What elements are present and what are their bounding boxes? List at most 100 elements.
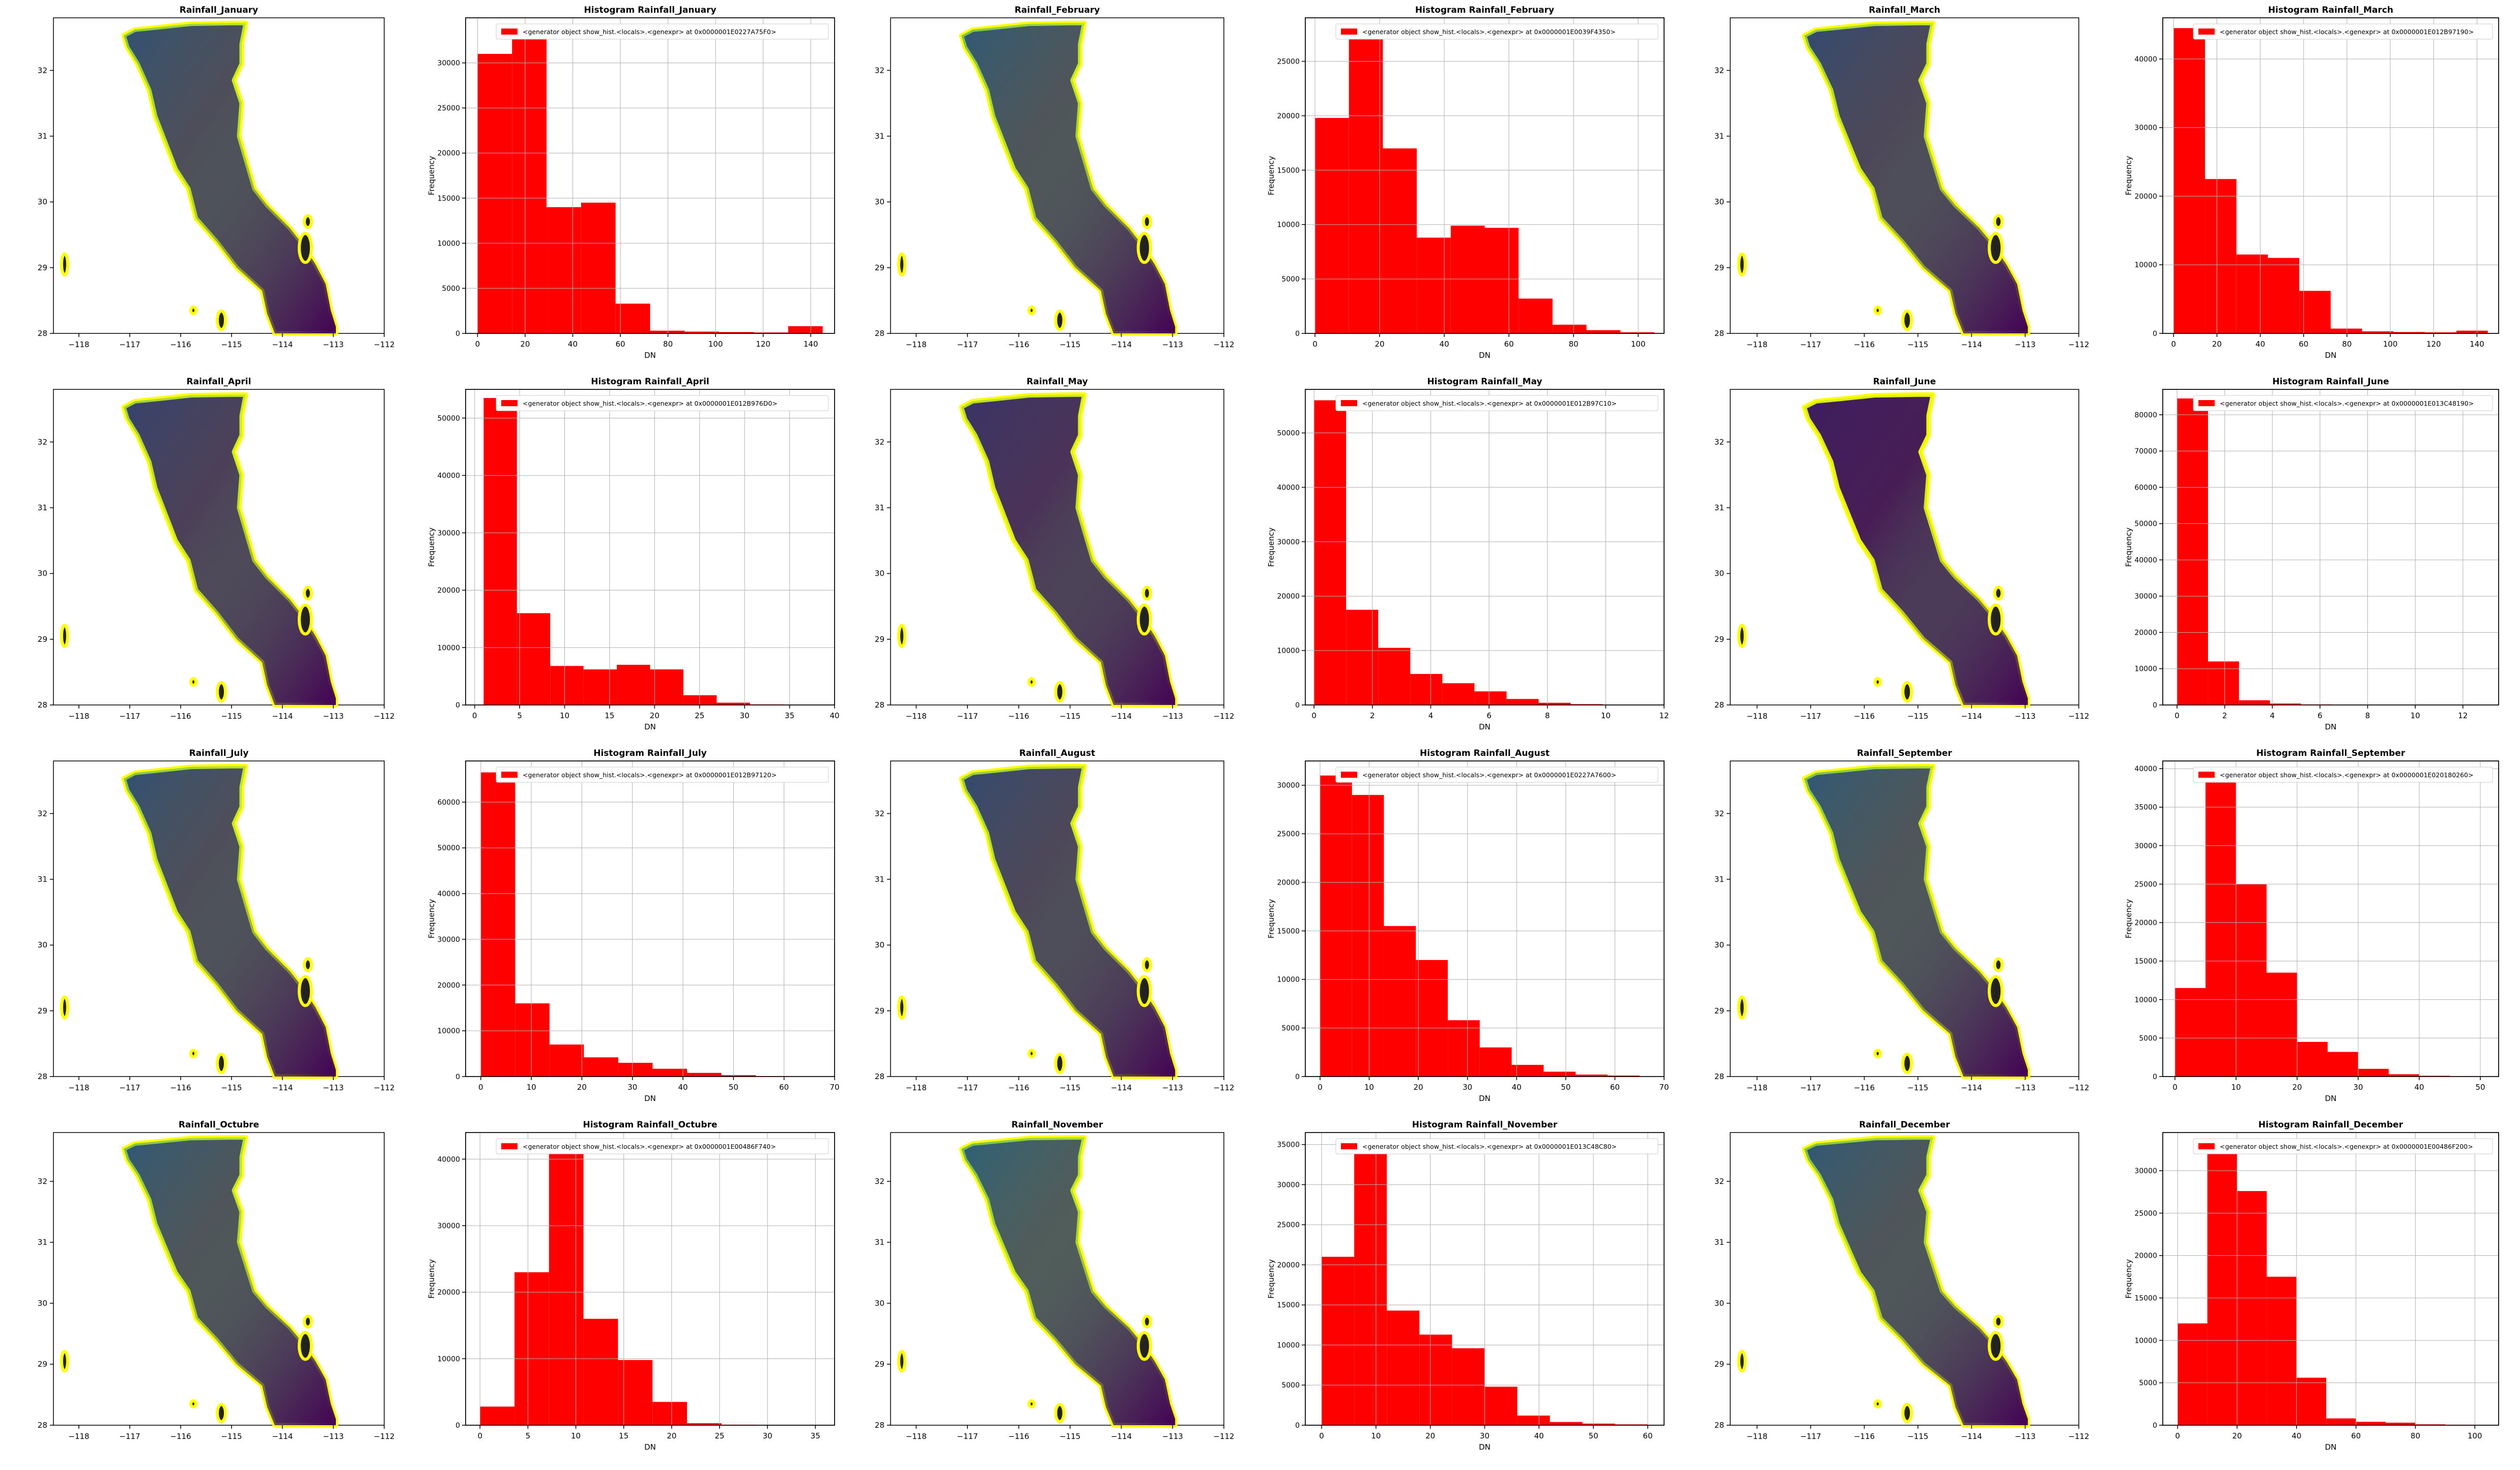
x-tick-label: −117 [1800, 1432, 1821, 1441]
y-tick-label: 20000 [1277, 1261, 1300, 1269]
rainfall-raster [1804, 1137, 2028, 1425]
histogram-bar [615, 303, 650, 333]
histogram-bar [2419, 1076, 2450, 1077]
x-tick-label: 15 [605, 711, 614, 720]
x-tick-label: −114 [1961, 340, 1982, 349]
x-tick-label: 0 [1319, 1431, 1324, 1440]
legend-box [2193, 23, 2493, 40]
x-tick-label: 0 [477, 1431, 482, 1440]
x-tick-label: −115 [1059, 1432, 1080, 1441]
histogram-panel-3: 0 20 40 60 80 100 0 5000 10000 15000 20000 25000 His… [1267, 5, 1665, 360]
island [189, 1049, 197, 1059]
x-tick-label: 20 [577, 1083, 587, 1092]
map-title: Rainfall_July [189, 748, 249, 758]
x-tick-label: −117 [119, 340, 140, 349]
x-tick-label: −114 [272, 340, 293, 349]
x-tick-label: 4 [2270, 711, 2275, 720]
y-tick-label: 28 [1714, 1072, 1724, 1081]
island [60, 624, 69, 648]
x-tick-label: 50 [729, 1083, 738, 1092]
x-tick-label: 60 [2351, 1431, 2361, 1440]
histogram-bar [549, 1044, 584, 1077]
map-panel-20: −118 −117 −116 −115 −114 −113 −112 28 29 30 31 32 Ra… [875, 1120, 1235, 1441]
rainfall-raster [1804, 23, 2028, 334]
x-tick-label: 60 [1643, 1431, 1652, 1440]
x-tick-label: 100 [708, 340, 723, 349]
legend-label: <generator object show_hist.<locals>.<ge… [1362, 28, 1616, 36]
x-tick-label: −113 [1162, 340, 1183, 349]
x-tick-label: −118 [906, 1083, 927, 1092]
x-tick-label: 8 [1545, 711, 1550, 720]
x-tick-label: −112 [374, 1083, 394, 1092]
x-tick-label: 40 [829, 711, 839, 720]
x-tick-label: 50 [1589, 1431, 1598, 1440]
x-tick-label: 8 [2365, 711, 2370, 720]
y-tick-label: 40000 [1277, 484, 1300, 492]
y-tick-label: 32 [875, 66, 884, 75]
y-tick-label: 30000 [437, 529, 460, 538]
histogram-panel-1: 0 20 40 60 80 100 120 140 0 5000 10000 15000 20000 25… [427, 5, 835, 360]
x-tick-label: 30 [1463, 1083, 1472, 1092]
x-tick-label: 20 [2232, 1431, 2242, 1440]
x-axis-label: DN [1479, 351, 1491, 360]
legend-swatch [501, 1143, 518, 1149]
x-tick-label: −112 [2068, 340, 2089, 349]
map-panel-8: −118 −117 −116 −115 −114 −113 −112 28 29 30 31 32 Ra… [875, 377, 1235, 721]
x-tick-label: 100 [2468, 1431, 2482, 1440]
y-axis-label: Frequency [1267, 527, 1276, 567]
x-tick-label: −115 [1907, 712, 1928, 721]
x-tick-label: 0 [472, 711, 477, 720]
x-tick-label: 35 [811, 1431, 820, 1440]
y-tick-label: 15000 [1277, 166, 1300, 175]
x-tick-label: −112 [1213, 712, 1234, 721]
y-tick-label: 28 [1714, 1421, 1724, 1430]
x-tick-label: −116 [170, 340, 191, 349]
y-axis-label: Frequency [1267, 156, 1276, 195]
x-tick-label: 12 [1659, 711, 1669, 720]
y-tick-label: 70000 [2134, 447, 2157, 456]
y-tick-label: 0 [455, 701, 460, 710]
rainfall-raster [124, 1137, 336, 1425]
histogram-bar [2362, 331, 2394, 333]
y-tick-label: 25000 [437, 104, 460, 112]
y-tick-label: 50000 [437, 844, 460, 853]
x-tick-label: 60 [615, 340, 625, 349]
island [216, 1053, 227, 1075]
y-tick-label: 29 [1714, 263, 1724, 272]
y-tick-label: 30 [38, 941, 47, 950]
x-tick-label: −118 [906, 340, 927, 349]
histogram-bar [1346, 609, 1379, 705]
histogram-bar [2270, 703, 2301, 705]
x-tick-label: −113 [323, 340, 343, 349]
x-tick-label: −118 [68, 1432, 89, 1441]
x-tick-label: 0 [475, 340, 480, 349]
x-tick-label: −112 [1213, 1432, 1234, 1441]
y-tick-label: 31 [1714, 1238, 1724, 1247]
x-tick-label: 0 [2174, 711, 2180, 720]
x-tick-label: −117 [119, 1432, 140, 1441]
histogram-bar [550, 666, 584, 705]
y-tick-label: 28 [38, 1421, 47, 1430]
x-tick-label: 6 [2317, 711, 2323, 720]
island [1054, 681, 1066, 703]
x-tick-label: −118 [1746, 1083, 1767, 1092]
y-tick-label: 0 [1295, 330, 1300, 338]
x-tick-label: 0 [2172, 1083, 2178, 1092]
y-tick-label: 32 [38, 66, 47, 75]
y-tick-label: 80000 [2134, 411, 2157, 419]
histogram-bar [1387, 1310, 1420, 1425]
histogram-bar [1417, 237, 1451, 333]
x-tick-label: 10 [1601, 711, 1611, 720]
histogram-panel-11: 0 2 4 6 8 10 12 0 10000 20000 30000 40000 50000 60000… [2124, 377, 2499, 731]
x-axis-label: DN [644, 351, 656, 360]
y-tick-label: 5000 [1281, 1381, 1300, 1390]
y-tick-label: 31 [875, 875, 884, 884]
y-tick-label: 10000 [1277, 647, 1300, 655]
histogram-bar [2299, 291, 2331, 333]
histogram-title: Histogram Rainfall_Octubre [583, 1120, 718, 1130]
x-tick-label: −116 [1008, 712, 1029, 721]
y-tick-label: 28 [875, 700, 884, 710]
histogram-bar [512, 36, 547, 333]
x-tick-label: 6 [1486, 711, 1492, 720]
y-tick-label: 20000 [1277, 879, 1300, 887]
